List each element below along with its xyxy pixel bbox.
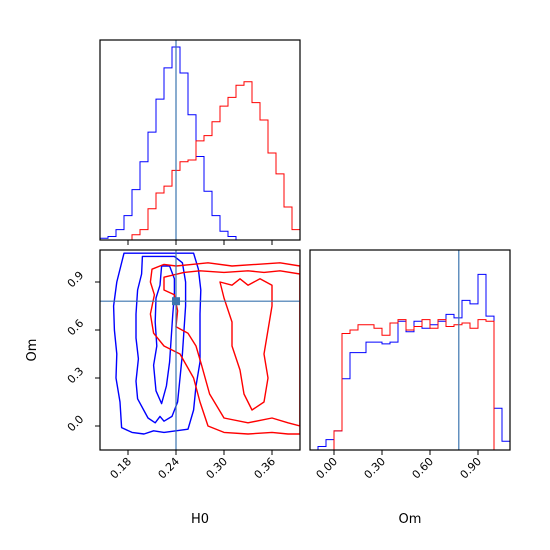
contour-series-0-level-0: [112, 252, 202, 435]
histogram-om-panel: 0.00 0.30 0.60 0.90: [309, 249, 511, 482]
contour-lines: [112, 252, 300, 435]
hist-om-frame: [309, 249, 511, 451]
hist-om-xtick-label-0: 0.00: [314, 455, 341, 482]
contour-truth-marker: [172, 297, 180, 306]
y-axis-label-om: Om: [25, 339, 40, 362]
x-axis-label-h0: H0: [191, 512, 209, 527]
contour-series-1-level-5: [219, 278, 273, 411]
x-axis-label-om: Om: [399, 512, 422, 527]
hist-h0-series-0-bars: [99, 46, 300, 241]
hist-om-xtick-label-1: 0.30: [362, 455, 389, 482]
hist-h0-series-1-bars: [100, 81, 301, 241]
contour-frame: [99, 249, 301, 451]
contour-xtick-label-3: 0.36: [252, 455, 279, 482]
contour-xtick-label-2: 0.30: [204, 455, 231, 482]
contour-series-1-level-3: [149, 262, 300, 435]
hist-om-xtick-label-3: 0.90: [458, 455, 485, 482]
hist-om-xtick-label-2: 0.60: [410, 455, 437, 482]
contour-panel-om-vs-h0: 0.18 0.24 0.30 0.36 0.0 0.3 0.6 0.9: [65, 249, 301, 482]
contour-series-1-level-4: [163, 270, 300, 427]
contour-xtick-label-1: 0.24: [156, 455, 183, 482]
contour-series-0-level-2: [152, 265, 176, 405]
hist-h0-frame: [99, 39, 301, 241]
contour-ytick-label-3: 0.9: [65, 269, 87, 291]
hist-om-series-1-bars: [310, 319, 510, 451]
contour-ytick-label-2: 0.6: [65, 317, 87, 339]
contour-series-0-level-1: [135, 255, 187, 424]
contour-xtick-label-0: 0.18: [108, 455, 135, 482]
hist-om-series-0-bars: [310, 273, 511, 451]
contour-ytick-label-0: 0.0: [65, 413, 87, 435]
histogram-h0-panel: [99, 39, 301, 245]
contour-ytick-label-1: 0.3: [65, 365, 87, 387]
